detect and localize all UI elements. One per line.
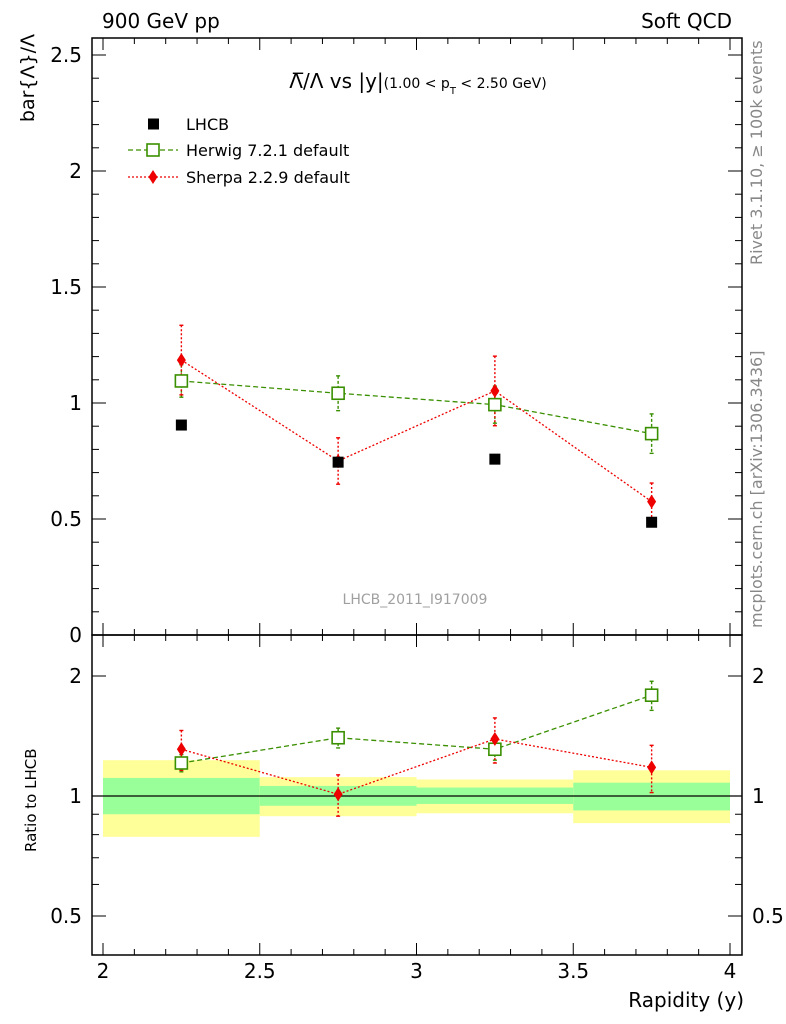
x-tick-label: 3 [410,959,423,983]
top-y-tick-label: 2 [69,159,82,183]
herwig-point [331,386,345,401]
lhcb-point [646,516,658,528]
lhcb-point [332,456,344,468]
top-plot-area [174,324,659,528]
header-right: Soft QCD [641,9,732,33]
ratio-sherpa-point [333,787,343,802]
plot-frames: 2 2.5 3 3.5 4 0 0.5 1 1.5 2 2.5 0.5 0.5 1 1 2 2 [50,37,784,983]
ratio-sherpa-line [181,738,652,795]
herwig-point [644,426,659,441]
ratio-herwig-point [174,756,189,770]
legend: LHCB Herwig 7.2.1 default Sherpa 2.2.9 def… [128,115,350,187]
x-axis-label: Rapidity (y) [628,988,744,1012]
top-y-tick-label: 2.5 [50,43,82,67]
x-tick-label: 4 [724,959,737,983]
ratio-plot-area [174,680,659,817]
sherpa-point [490,383,500,398]
header-left: 900 GeV pp [102,9,220,33]
herwig-point [488,397,502,412]
top-y-tick-label: 1 [69,391,82,415]
x-tick-label: 2 [97,959,110,983]
top-y-tick-label: 0.5 [50,507,82,531]
ratio-y-tick-label-right: 1 [752,784,765,808]
top-y-axis-label: bar{Λ}/Λ [17,34,39,122]
ratio-herwig-point [331,730,345,745]
legend-lhcb-marker [148,118,159,130]
plot-title-range-prefix: (1.00 < p [384,76,450,92]
ratio-sherpa-point [647,760,657,775]
plot-title-main: Λ̅/Λ vs |y| [289,69,383,93]
ratio-sherpa-point [176,742,186,757]
ratio-y-tick-label-right: 0.5 [752,904,784,928]
ratio-y-tick-label: 0.5 [50,904,82,928]
ratio-uncertainty-bands [92,760,742,837]
legend-label: LHCB [186,115,229,134]
herwig-point [174,374,189,388]
sherpa-point [176,353,186,368]
analysis-watermark: LHCB_2011_I917009 [343,592,488,608]
ratio-sherpa-point [490,731,500,746]
ratio-y-tick-label: 2 [69,664,82,688]
sherpa-point [647,494,657,509]
plot-title-range-suffix: < 2.50 GeV) [456,76,547,92]
legend-herwig-marker [146,143,160,157]
top-y-tick-label: 0 [69,623,82,647]
plot-title: Λ̅/Λ vs |y|(1.00 < pT < 2.50 GeV) [289,69,546,97]
x-tick-label: 2.5 [244,959,276,983]
legend-label: Herwig 7.2.1 default [186,141,349,160]
herwig-line [181,380,652,435]
legend-label: Sherpa 2.2.9 default [186,168,350,187]
lhcb-point [175,419,187,431]
ratio-y-tick-label: 1 [69,784,82,808]
legend-sherpa-marker [148,170,158,184]
plot-title-range-sub: T [449,86,457,97]
ratio-y-axis-label: Ratio to LHCB [22,748,40,852]
ratio-herwig-line [181,694,652,764]
sherpa-line [181,359,652,503]
rivet-label: Rivet 3.1.10, ≥ 100k events [747,40,766,265]
ratio-herwig-point [644,688,659,703]
lhcb-point [489,453,501,465]
x-tick-label: 3.5 [557,959,589,983]
top-y-tick-label: 1.5 [50,275,82,299]
ratio-y-tick-label-right: 2 [752,664,765,688]
mcplots-label: mcplots.cern.ch [arXiv:1306.3436] [747,351,766,628]
